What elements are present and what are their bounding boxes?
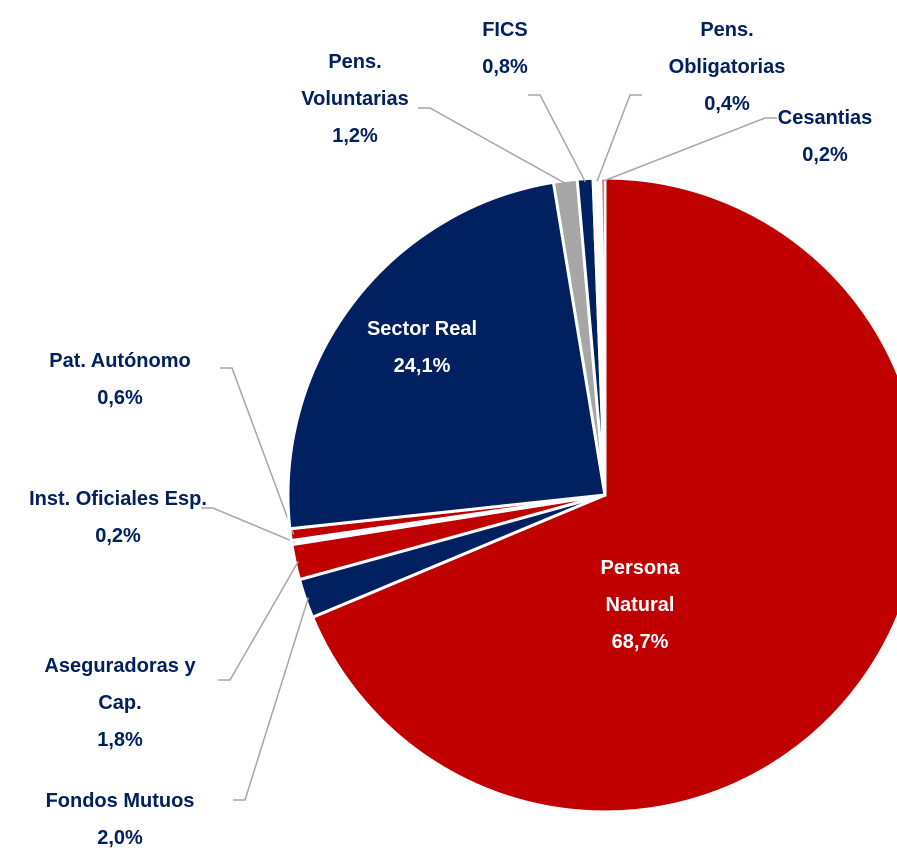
slice-name: Pens. Obligatorias	[668, 19, 786, 78]
slice-value: 68,7%	[611, 631, 669, 653]
data-label: FICS 0,8%	[460, 12, 550, 86]
slice-value: 0,6%	[97, 387, 143, 409]
slice-value: 2,0%	[97, 827, 143, 849]
slice-name: Sector Real	[366, 318, 478, 340]
pie-slice	[286, 180, 607, 531]
data-label: Sector Real 24,1%	[337, 311, 507, 385]
slice-name: Aseguradoras y Cap.	[44, 655, 196, 714]
slice-name: Pens. Voluntarias	[301, 51, 409, 110]
slice-value: 1,2%	[332, 125, 378, 147]
slice-name: Inst. Oficiales Esp.	[29, 488, 207, 510]
data-label: Pat. Autónomo 0,6%	[10, 343, 230, 417]
pie-slice	[599, 176, 607, 496]
slice-value: 1,8%	[97, 729, 143, 751]
slice-value: 0,2%	[802, 144, 848, 166]
slice-name: Pat. Autónomo	[49, 350, 191, 372]
leader-line	[418, 107, 567, 185]
slice-value: 0,2%	[95, 525, 141, 547]
pie-slice	[310, 176, 897, 814]
data-label: Pens. Obligatorias 0,4%	[652, 12, 802, 123]
data-label: Pens. Voluntarias 1,2%	[285, 44, 425, 155]
data-label: Fondos Mutuos 2,0%	[20, 783, 220, 852]
slice-name: Persona Natural	[600, 557, 680, 616]
data-label: Inst. Oficiales Esp. 0,2%	[26, 481, 211, 555]
leader-line	[220, 367, 295, 535]
slice-value: 0,8%	[482, 56, 528, 78]
slice-name: FICS	[482, 19, 528, 41]
leader-line	[602, 117, 777, 182]
leader-line	[218, 561, 299, 681]
leader-line	[201, 507, 296, 543]
data-label: Persona Natural 68,7%	[585, 550, 695, 661]
leader-line	[528, 94, 586, 183]
data-label: Cesantias 0,2%	[755, 100, 895, 174]
leader-line	[233, 597, 310, 801]
leader-line	[596, 94, 642, 182]
slice-value: 24,1%	[393, 355, 451, 377]
slice-name: Fondos Mutuos	[45, 790, 195, 812]
slice-value: 0,4%	[704, 93, 750, 115]
data-label: Aseguradoras y Cap. 1,8%	[33, 648, 208, 759]
slice-name: Cesantias	[777, 107, 873, 129]
